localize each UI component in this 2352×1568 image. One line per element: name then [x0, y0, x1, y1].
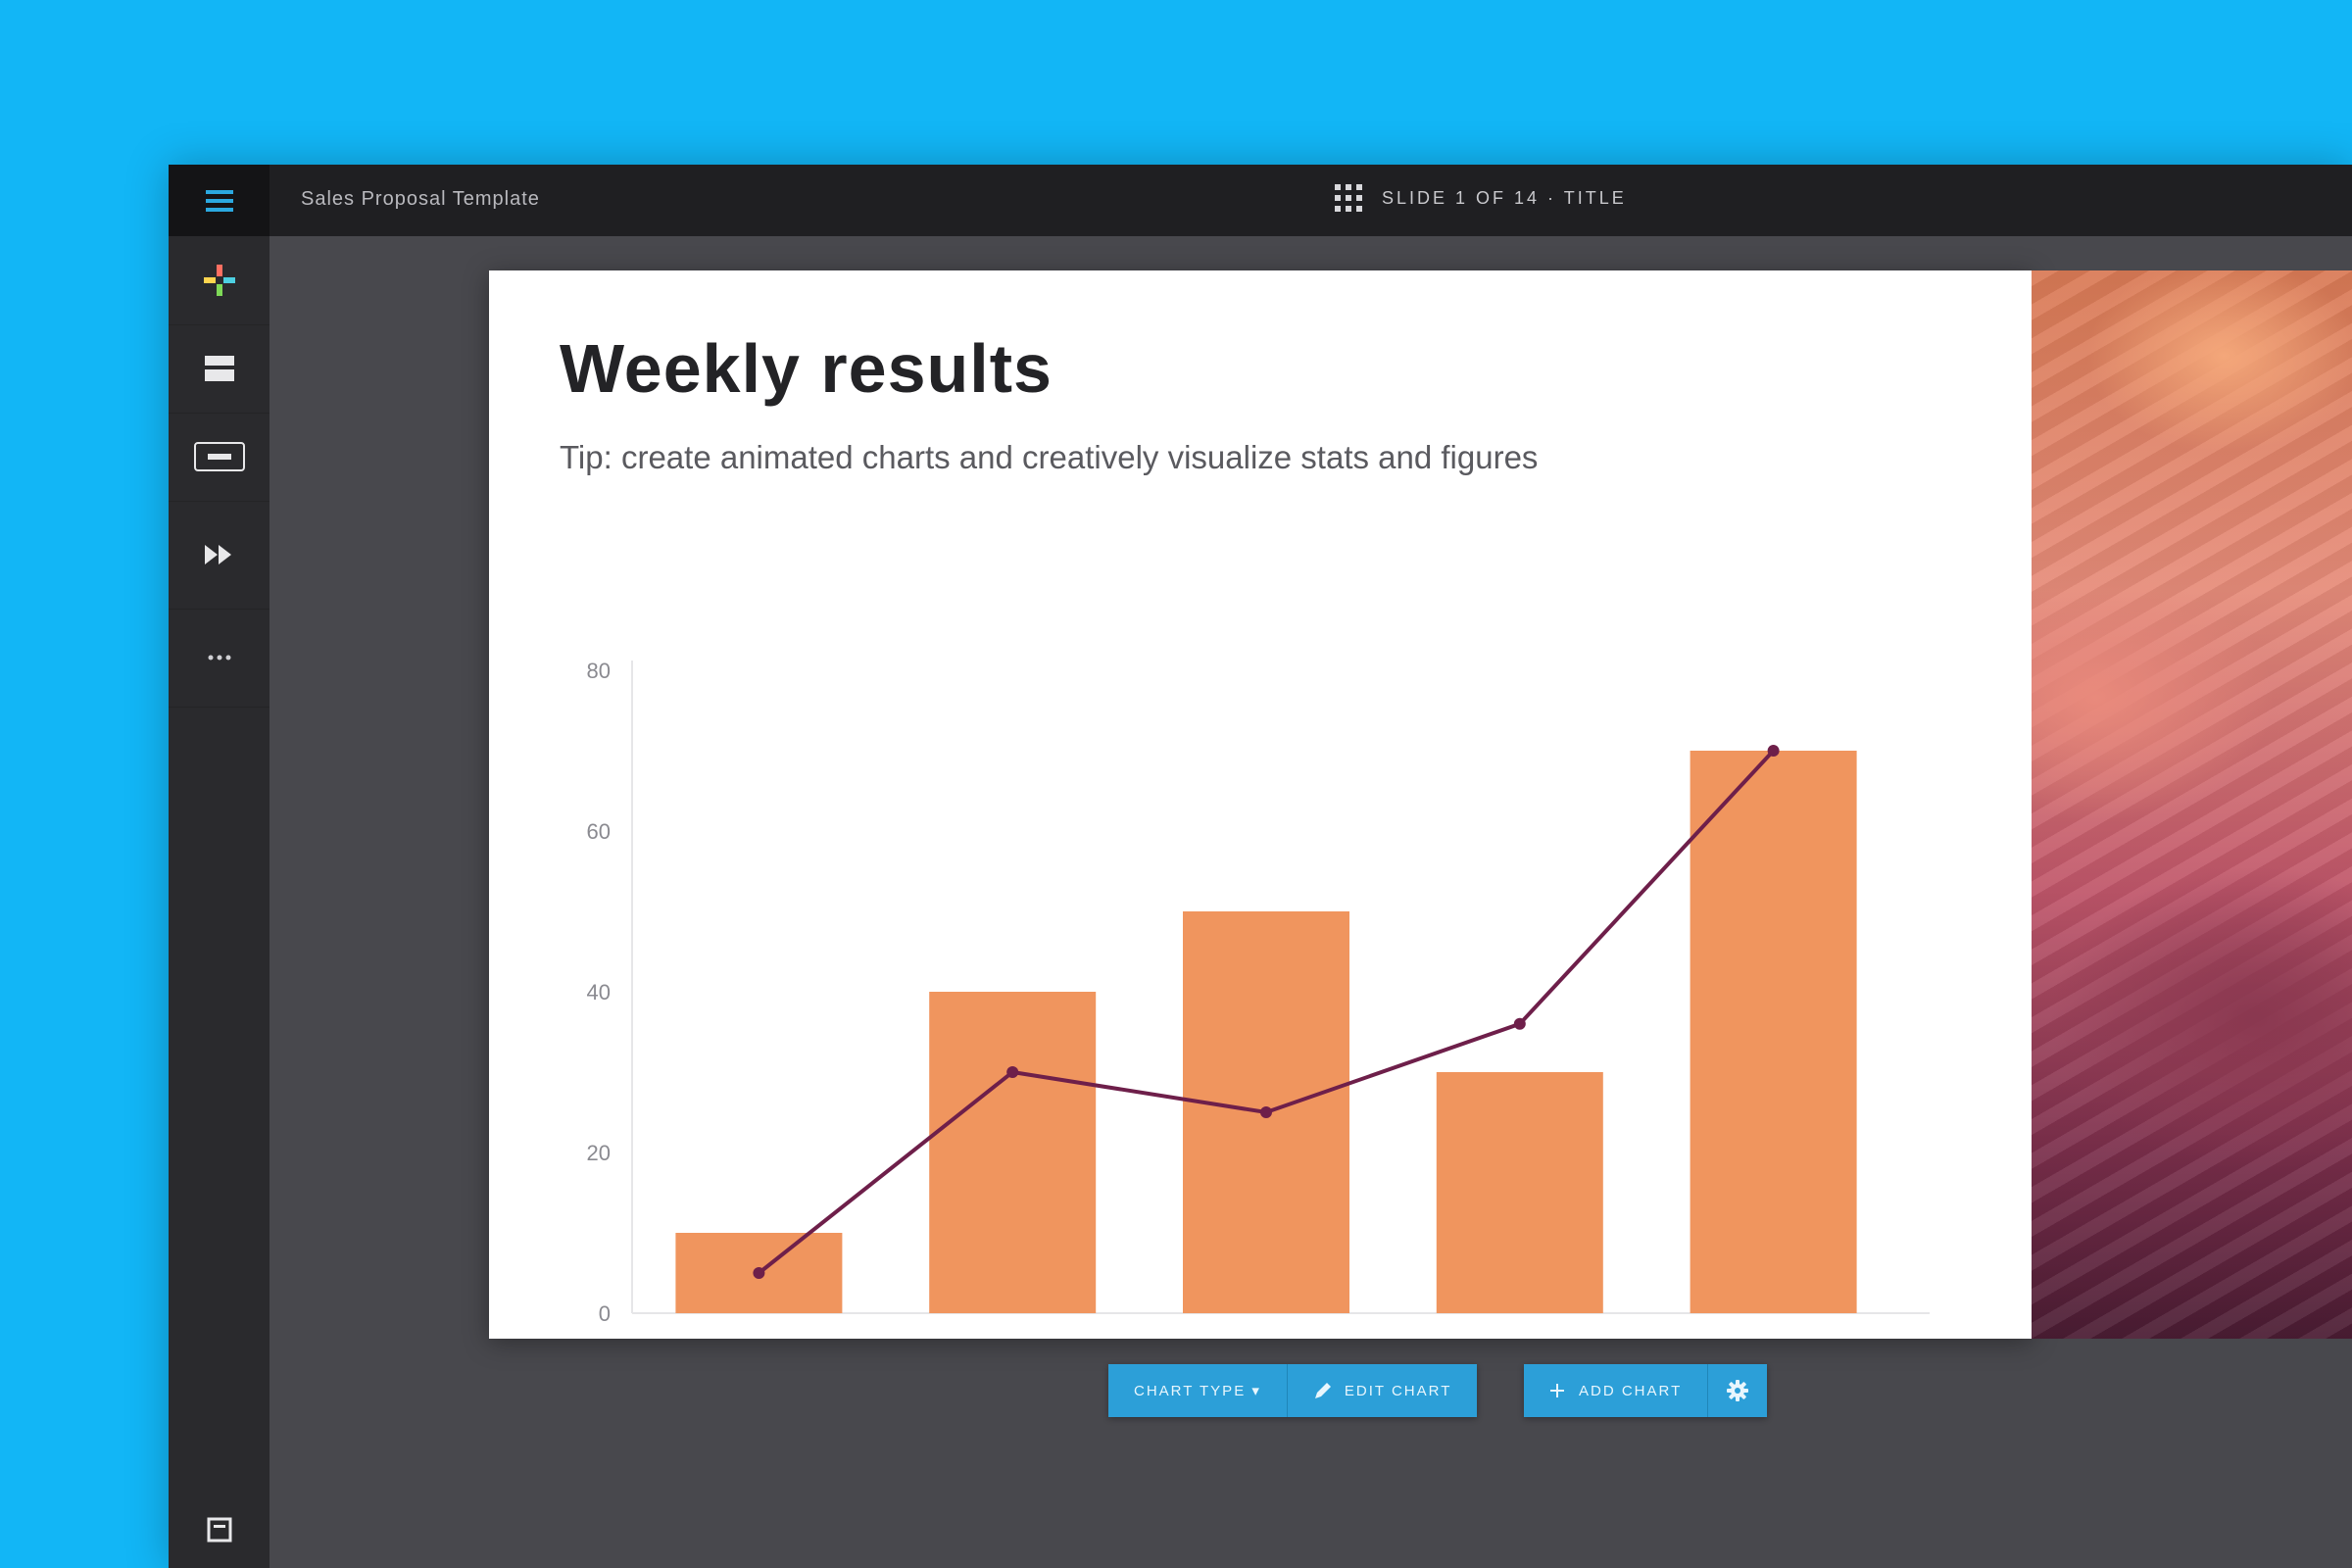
- y-tick-label: 0: [599, 1301, 611, 1326]
- bar: [1436, 1072, 1603, 1313]
- line-point: [1260, 1106, 1272, 1118]
- x-tick-label: Feb: [994, 1336, 1031, 1339]
- line-point: [1767, 745, 1780, 757]
- chart-toolbar: CHART TYPE ▾ EDIT CHART: [1108, 1364, 1478, 1417]
- slide-navigator[interactable]: SLIDE 1 OF 14 · TITLE: [1335, 184, 1627, 212]
- line-point: [1006, 1066, 1019, 1078]
- slide-indicator-label: SLIDE 1 OF 14 · TITLE: [1382, 187, 1627, 208]
- grid-icon: [1335, 184, 1362, 212]
- chart-settings-button[interactable]: [1707, 1364, 1767, 1417]
- sidebar-item-more[interactable]: [169, 609, 270, 708]
- y-tick-label: 20: [587, 1141, 611, 1165]
- document-title[interactable]: Sales Proposal Template: [301, 188, 540, 210]
- transition-icon: [204, 545, 231, 564]
- slide-canvas[interactable]: Weekly results Tip: create animated char…: [489, 270, 2032, 1339]
- app-window: Sales Proposal Template SLIDE 1 OF 14 · …: [169, 165, 2352, 1568]
- more-icon: [208, 655, 230, 661]
- line-point: [753, 1267, 765, 1279]
- bar: [929, 992, 1097, 1313]
- chart-type-button[interactable]: CHART TYPE ▾: [1108, 1364, 1287, 1417]
- add-chart-label: ADD CHART: [1579, 1382, 1683, 1399]
- sidebar-item-transition[interactable]: [169, 501, 270, 610]
- canyon-photo: [2032, 270, 2352, 1339]
- x-tick-label: May: [1753, 1336, 1794, 1339]
- sidebar-item-add[interactable]: [169, 236, 270, 325]
- x-tick-label: Mar: [1248, 1336, 1285, 1339]
- sidebar-item-text[interactable]: [169, 413, 270, 502]
- y-tick-label: 60: [587, 819, 611, 844]
- top-bar: Sales Proposal Template SLIDE 1 OF 14 · …: [169, 165, 2352, 236]
- edit-chart-label: EDIT CHART: [1344, 1382, 1452, 1399]
- sidebar-item-notes[interactable]: [169, 1500, 270, 1559]
- line-point: [1513, 1017, 1526, 1030]
- add-chart-toolbar: ADD CHART: [1524, 1364, 1768, 1417]
- chart-type-label: CHART TYPE ▾: [1134, 1383, 1261, 1399]
- bar: [1690, 751, 1857, 1313]
- slide-title[interactable]: Weekly results: [560, 330, 1053, 407]
- text-block-icon: [193, 442, 245, 471]
- layout-icon: [204, 356, 234, 381]
- hamburger-menu-icon[interactable]: [169, 165, 270, 236]
- weekly-results-chart[interactable]: 020406080JanFebMarAprMayData 1Data 2: [489, 270, 2032, 1339]
- plus-icon: [1550, 1384, 1564, 1397]
- gear-icon: [1727, 1380, 1749, 1401]
- x-tick-label: Jan: [742, 1336, 776, 1339]
- sidebar: [169, 236, 270, 1568]
- pencil-icon: [1314, 1383, 1331, 1398]
- add-chart-button[interactable]: ADD CHART: [1524, 1364, 1707, 1417]
- edit-chart-button[interactable]: EDIT CHART: [1286, 1364, 1477, 1417]
- y-tick-label: 80: [587, 659, 611, 683]
- y-tick-label: 40: [587, 980, 611, 1004]
- add-element-icon: [203, 265, 235, 296]
- x-tick-label: Apr: [1503, 1336, 1537, 1339]
- slide-subtitle[interactable]: Tip: create animated charts and creative…: [560, 439, 1539, 475]
- sidebar-item-layout[interactable]: [169, 324, 270, 414]
- notes-icon: [207, 1517, 231, 1543]
